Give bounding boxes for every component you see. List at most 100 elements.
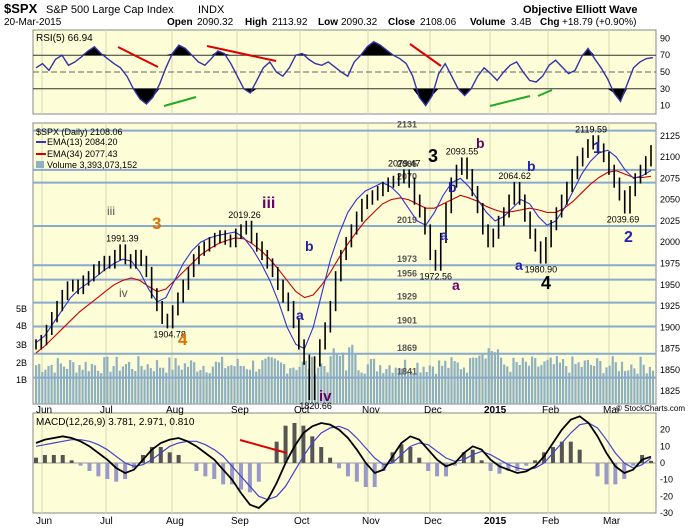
volume-bar (645, 373, 648, 404)
macd-histogram-bar (337, 463, 342, 469)
header-exchange: INDX (198, 4, 225, 16)
price-legend: $SPX (Daily) 2108.06 (36, 127, 123, 137)
volume-bar (81, 369, 84, 404)
support-level-label: 2085 (397, 159, 417, 169)
volume-bar (642, 364, 645, 404)
macd-histogram-bar (452, 463, 457, 466)
volume-bar (202, 365, 205, 404)
volume-bar (438, 360, 441, 404)
macd-tick-label: -10 (660, 475, 673, 485)
macd-histogram-bar (283, 425, 288, 463)
volume-bar (304, 360, 307, 404)
rsi-tick-label: 50 (660, 67, 670, 77)
price-callout-label: 2093.55 (446, 147, 479, 157)
macd-histogram-bar (444, 463, 448, 477)
volume-bar (87, 371, 90, 404)
volume-bar (475, 357, 478, 404)
wave-label: a (515, 257, 523, 273)
volume-bar (66, 368, 69, 404)
header-high-label: High (245, 17, 267, 28)
volume-bar (639, 356, 642, 404)
macd-histogram-bar (149, 447, 154, 463)
macd-histogram-bar (604, 463, 609, 485)
wave-label: 3 (428, 146, 438, 166)
volume-bar (146, 364, 149, 404)
volume-bar (62, 366, 66, 404)
volume-bar (500, 357, 503, 404)
volume-bars (35, 344, 655, 404)
rsi-trend-red-1 (117, 46, 159, 68)
macd-histogram-bar (87, 463, 92, 471)
volume-bar (248, 369, 252, 404)
volume-bar (509, 371, 512, 404)
volume-bar (137, 356, 140, 404)
rsi-tick-label: 70 (660, 50, 670, 60)
volume-bar (292, 367, 295, 404)
price-callout-label: 2079.47 (388, 159, 421, 169)
volume-bar (459, 369, 462, 404)
volume-bar (608, 365, 611, 404)
macd-histogram-bar (319, 447, 324, 463)
wave-label: 4 (541, 273, 551, 293)
rsi-legend: RSI(5) 66.94 (36, 33, 93, 44)
rsi-lines (33, 40, 656, 107)
x-tick-label: Mar (603, 405, 621, 416)
wave-label: 3 (152, 214, 161, 233)
macd-histogram-bar (381, 463, 386, 471)
support-level-label: 2131 (397, 120, 417, 130)
macd-histogram-bar (515, 463, 520, 471)
volume-bar (447, 367, 450, 404)
volume-bar (295, 370, 298, 404)
volume-bar (270, 357, 273, 404)
macd-histogram-bar (506, 463, 511, 471)
header-high: 2113.92 (272, 17, 308, 28)
price-callout-label: 2064.62 (498, 171, 531, 181)
x-tick-label: Jul (100, 516, 113, 527)
volume-bar (506, 366, 509, 404)
macd-histogram-bar (194, 463, 199, 471)
volume-scale-label: 3B (16, 340, 27, 350)
macd-histogram-bar (292, 423, 297, 463)
macd-histogram-bar (613, 463, 618, 485)
macd-histogram-bar (176, 455, 181, 463)
header-close: 2108.06 (420, 17, 457, 28)
price-tick-label: 1825 (660, 386, 680, 396)
macd-histogram-bar (256, 463, 261, 482)
volume-bar (221, 356, 224, 404)
macd-histogram-bar (230, 463, 235, 485)
macd-histogram-bar (105, 463, 110, 479)
price-callout-label: 2119.59 (575, 124, 607, 134)
volume-bar (121, 366, 124, 404)
header-volume-label: Volume (470, 17, 506, 28)
volume-bar (211, 366, 214, 404)
volume-bar (38, 363, 41, 404)
volume-bar (348, 347, 351, 404)
volume-bar (472, 357, 475, 404)
volume-bar (134, 370, 137, 404)
header-open-label: Open (167, 17, 193, 28)
volume-bar (335, 354, 338, 404)
macd-histogram-bar (649, 460, 653, 463)
volume-bar (171, 369, 174, 404)
macd-histogram-bar (533, 460, 538, 463)
volume-scale-label: 4B (16, 321, 27, 331)
volume-bar (245, 369, 248, 404)
volume-bar (78, 365, 81, 404)
wave-annotations: 1991.39 1904.78 2019.26 1820.66 2079.47 1972.… (106, 124, 639, 411)
x-tick-label: Aug (166, 516, 184, 527)
price-tick-label: 1850 (660, 365, 680, 375)
volume-scale-label: 2B (16, 358, 27, 368)
volume-bar (531, 356, 534, 404)
volume-bar (413, 373, 416, 404)
volume-bar (434, 373, 438, 404)
macd-histogram-bar (435, 463, 440, 477)
volume-bar (403, 359, 407, 404)
header-symbol: $SPX (4, 1, 38, 16)
volume-bar (534, 358, 537, 404)
rsi-series-line (35, 40, 654, 107)
support-level-label: 1841 (397, 367, 417, 377)
header-open: 2090.32 (197, 17, 234, 28)
volume-bar (168, 357, 171, 404)
wave-label: a (452, 277, 460, 293)
